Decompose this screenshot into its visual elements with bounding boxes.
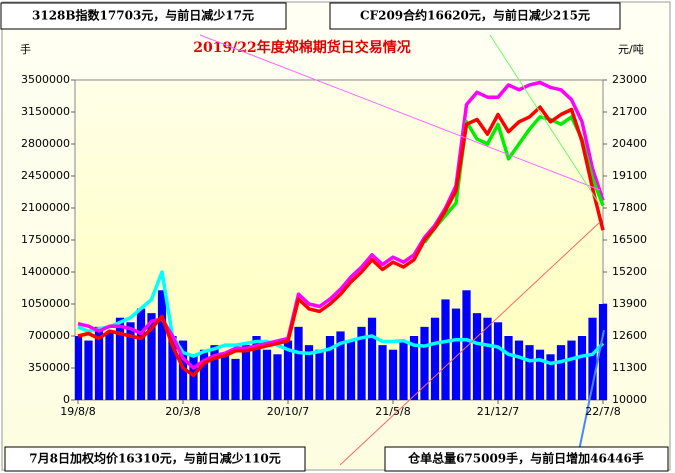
bar — [220, 354, 230, 400]
bar — [84, 340, 93, 400]
y-tick-label: 1050000 — [21, 297, 70, 310]
bar — [199, 349, 209, 400]
bar — [178, 340, 188, 400]
bar — [115, 317, 125, 400]
bar — [388, 349, 398, 400]
bar — [472, 313, 482, 400]
bar — [126, 322, 135, 400]
y-tick-label: 1400000 — [21, 265, 70, 278]
trend-line — [339, 221, 601, 466]
y-tick-label: 2450000 — [21, 169, 70, 182]
bar — [105, 331, 114, 400]
bar — [273, 354, 282, 400]
bar — [535, 349, 545, 400]
bar — [430, 317, 440, 400]
bar — [241, 345, 251, 400]
bar — [409, 336, 419, 400]
x-tick-label: 21/12/7 — [477, 405, 519, 418]
line — [77, 105, 605, 378]
x-tick-label: 21/5/8 — [375, 405, 410, 418]
bar — [136, 308, 146, 400]
bar — [252, 336, 261, 400]
annotation-box — [0, 2, 287, 30]
y-tick-label: 3150000 — [21, 105, 70, 118]
bar — [378, 345, 387, 400]
bar — [441, 299, 450, 400]
bar — [588, 317, 597, 400]
bar — [147, 313, 156, 400]
bar — [567, 340, 576, 400]
x-tick-label: 20/10/7 — [267, 405, 309, 418]
bar — [231, 358, 240, 400]
bar — [451, 308, 461, 400]
y-tick-label: 2100000 — [21, 201, 70, 214]
trend-line — [199, 34, 601, 191]
bar — [294, 326, 303, 400]
y-tick-label: 0 — [63, 393, 70, 406]
y2-tick-label: 15200 — [612, 265, 647, 278]
bar — [94, 326, 104, 400]
bar — [504, 336, 513, 400]
annotation: CF209合约16620元，与前日减少215元 — [360, 8, 590, 23]
bar — [525, 345, 534, 400]
annotation-box — [384, 446, 669, 472]
y2-axis-label: 元/吨 — [618, 43, 644, 56]
bar — [283, 340, 293, 400]
bar — [304, 345, 314, 400]
trend-line — [489, 34, 601, 206]
y2-tick-label: 13900 — [612, 297, 647, 310]
annotation-box — [329, 2, 621, 30]
y2-tick-label: 19100 — [612, 169, 647, 182]
chart-title: 2019/22年度郑棉期货日交易情况 — [193, 39, 411, 56]
bar — [157, 290, 167, 400]
x-tick-label: 19/8/8 — [60, 405, 95, 418]
bar — [483, 317, 492, 400]
y-tick-label: 1750000 — [21, 233, 70, 246]
bar — [357, 326, 366, 400]
y-tick-label: 2800000 — [21, 137, 70, 150]
y2-tick-label: 21700 — [612, 105, 647, 118]
bar — [462, 290, 471, 400]
annotation-box — [4, 446, 306, 472]
annotation: 仓单总量675009手，与前日增加46446手 — [407, 451, 644, 466]
bar — [325, 336, 335, 400]
line — [77, 270, 605, 366]
y2-tick-label: 23000 — [612, 73, 647, 86]
bar — [336, 331, 345, 400]
bar — [168, 336, 177, 400]
bar — [493, 322, 503, 400]
bar — [210, 345, 219, 400]
bar — [546, 354, 555, 400]
y-tick-label: 350000 — [28, 361, 70, 374]
bar — [556, 345, 566, 400]
line — [423, 115, 605, 244]
bar — [346, 340, 356, 400]
y2-tick-label: 16500 — [612, 233, 647, 246]
bar — [420, 326, 429, 400]
x-tick-label: 20/3/8 — [165, 405, 200, 418]
bar — [598, 304, 608, 400]
y2-tick-label: 20400 — [612, 137, 647, 150]
x-tick-label: 22/7/8 — [585, 405, 620, 418]
y2-tick-label: 11300 — [612, 361, 647, 374]
bar — [399, 340, 408, 400]
bar — [514, 340, 524, 400]
annotation: 3128B指数17703元，与前日减少17元 — [32, 8, 254, 23]
y-tick-label: 3500000 — [21, 73, 70, 86]
y2-tick-label: 17800 — [612, 201, 647, 214]
bar — [577, 336, 587, 400]
y-tick-label: 700000 — [28, 329, 70, 342]
y2-tick-label: 12600 — [612, 329, 647, 342]
y2-tick-label: 10000 — [612, 393, 647, 406]
bar — [315, 349, 324, 400]
y-axis-label: 手 — [20, 42, 31, 56]
bar — [367, 317, 377, 400]
bar — [262, 349, 272, 400]
bar — [75, 336, 83, 400]
annotation: 7月8日加权均价16310元，与前日减少110元 — [29, 451, 281, 466]
